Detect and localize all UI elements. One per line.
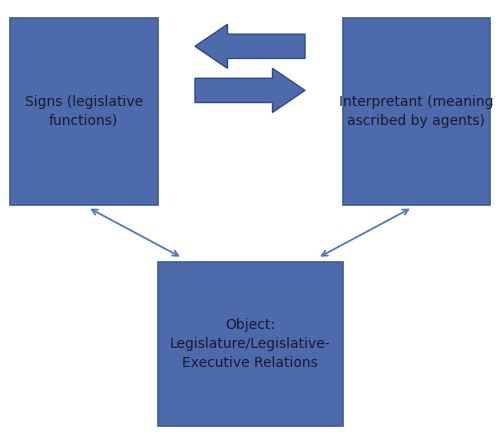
- Bar: [10, 18, 158, 205]
- Bar: [342, 18, 490, 205]
- Text: Object:
Legislature/Legislative-
Executive Relations: Object: Legislature/Legislative- Executi…: [170, 318, 330, 370]
- Text: Signs (legislative
functions): Signs (legislative functions): [24, 95, 143, 128]
- Text: Interpretant (meaning
ascribed by agents): Interpretant (meaning ascribed by agents…: [339, 95, 494, 128]
- FancyArrow shape: [195, 68, 305, 112]
- FancyArrow shape: [195, 24, 305, 68]
- Bar: [158, 262, 342, 426]
